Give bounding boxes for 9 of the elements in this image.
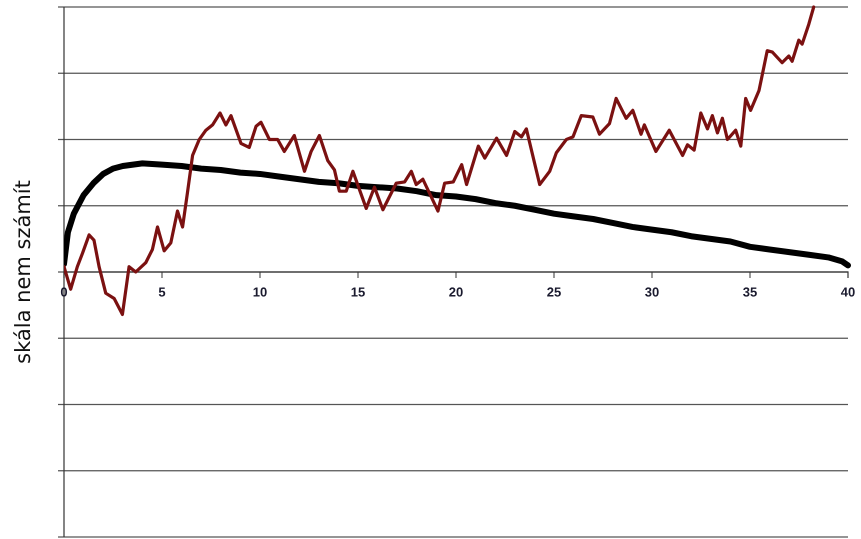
x-tick-label: 35	[742, 284, 758, 300]
y-axis-title: skála nem számít	[11, 180, 35, 364]
x-tick-label: 40	[840, 284, 856, 300]
x-tick-label: 20	[448, 284, 464, 300]
x-tick-label: 5	[158, 284, 166, 300]
x-tick-label: 15	[350, 284, 366, 300]
x-tick-label: 30	[644, 284, 660, 300]
x-tick-label: 10	[252, 284, 268, 300]
x-tick-label: 25	[546, 284, 562, 300]
